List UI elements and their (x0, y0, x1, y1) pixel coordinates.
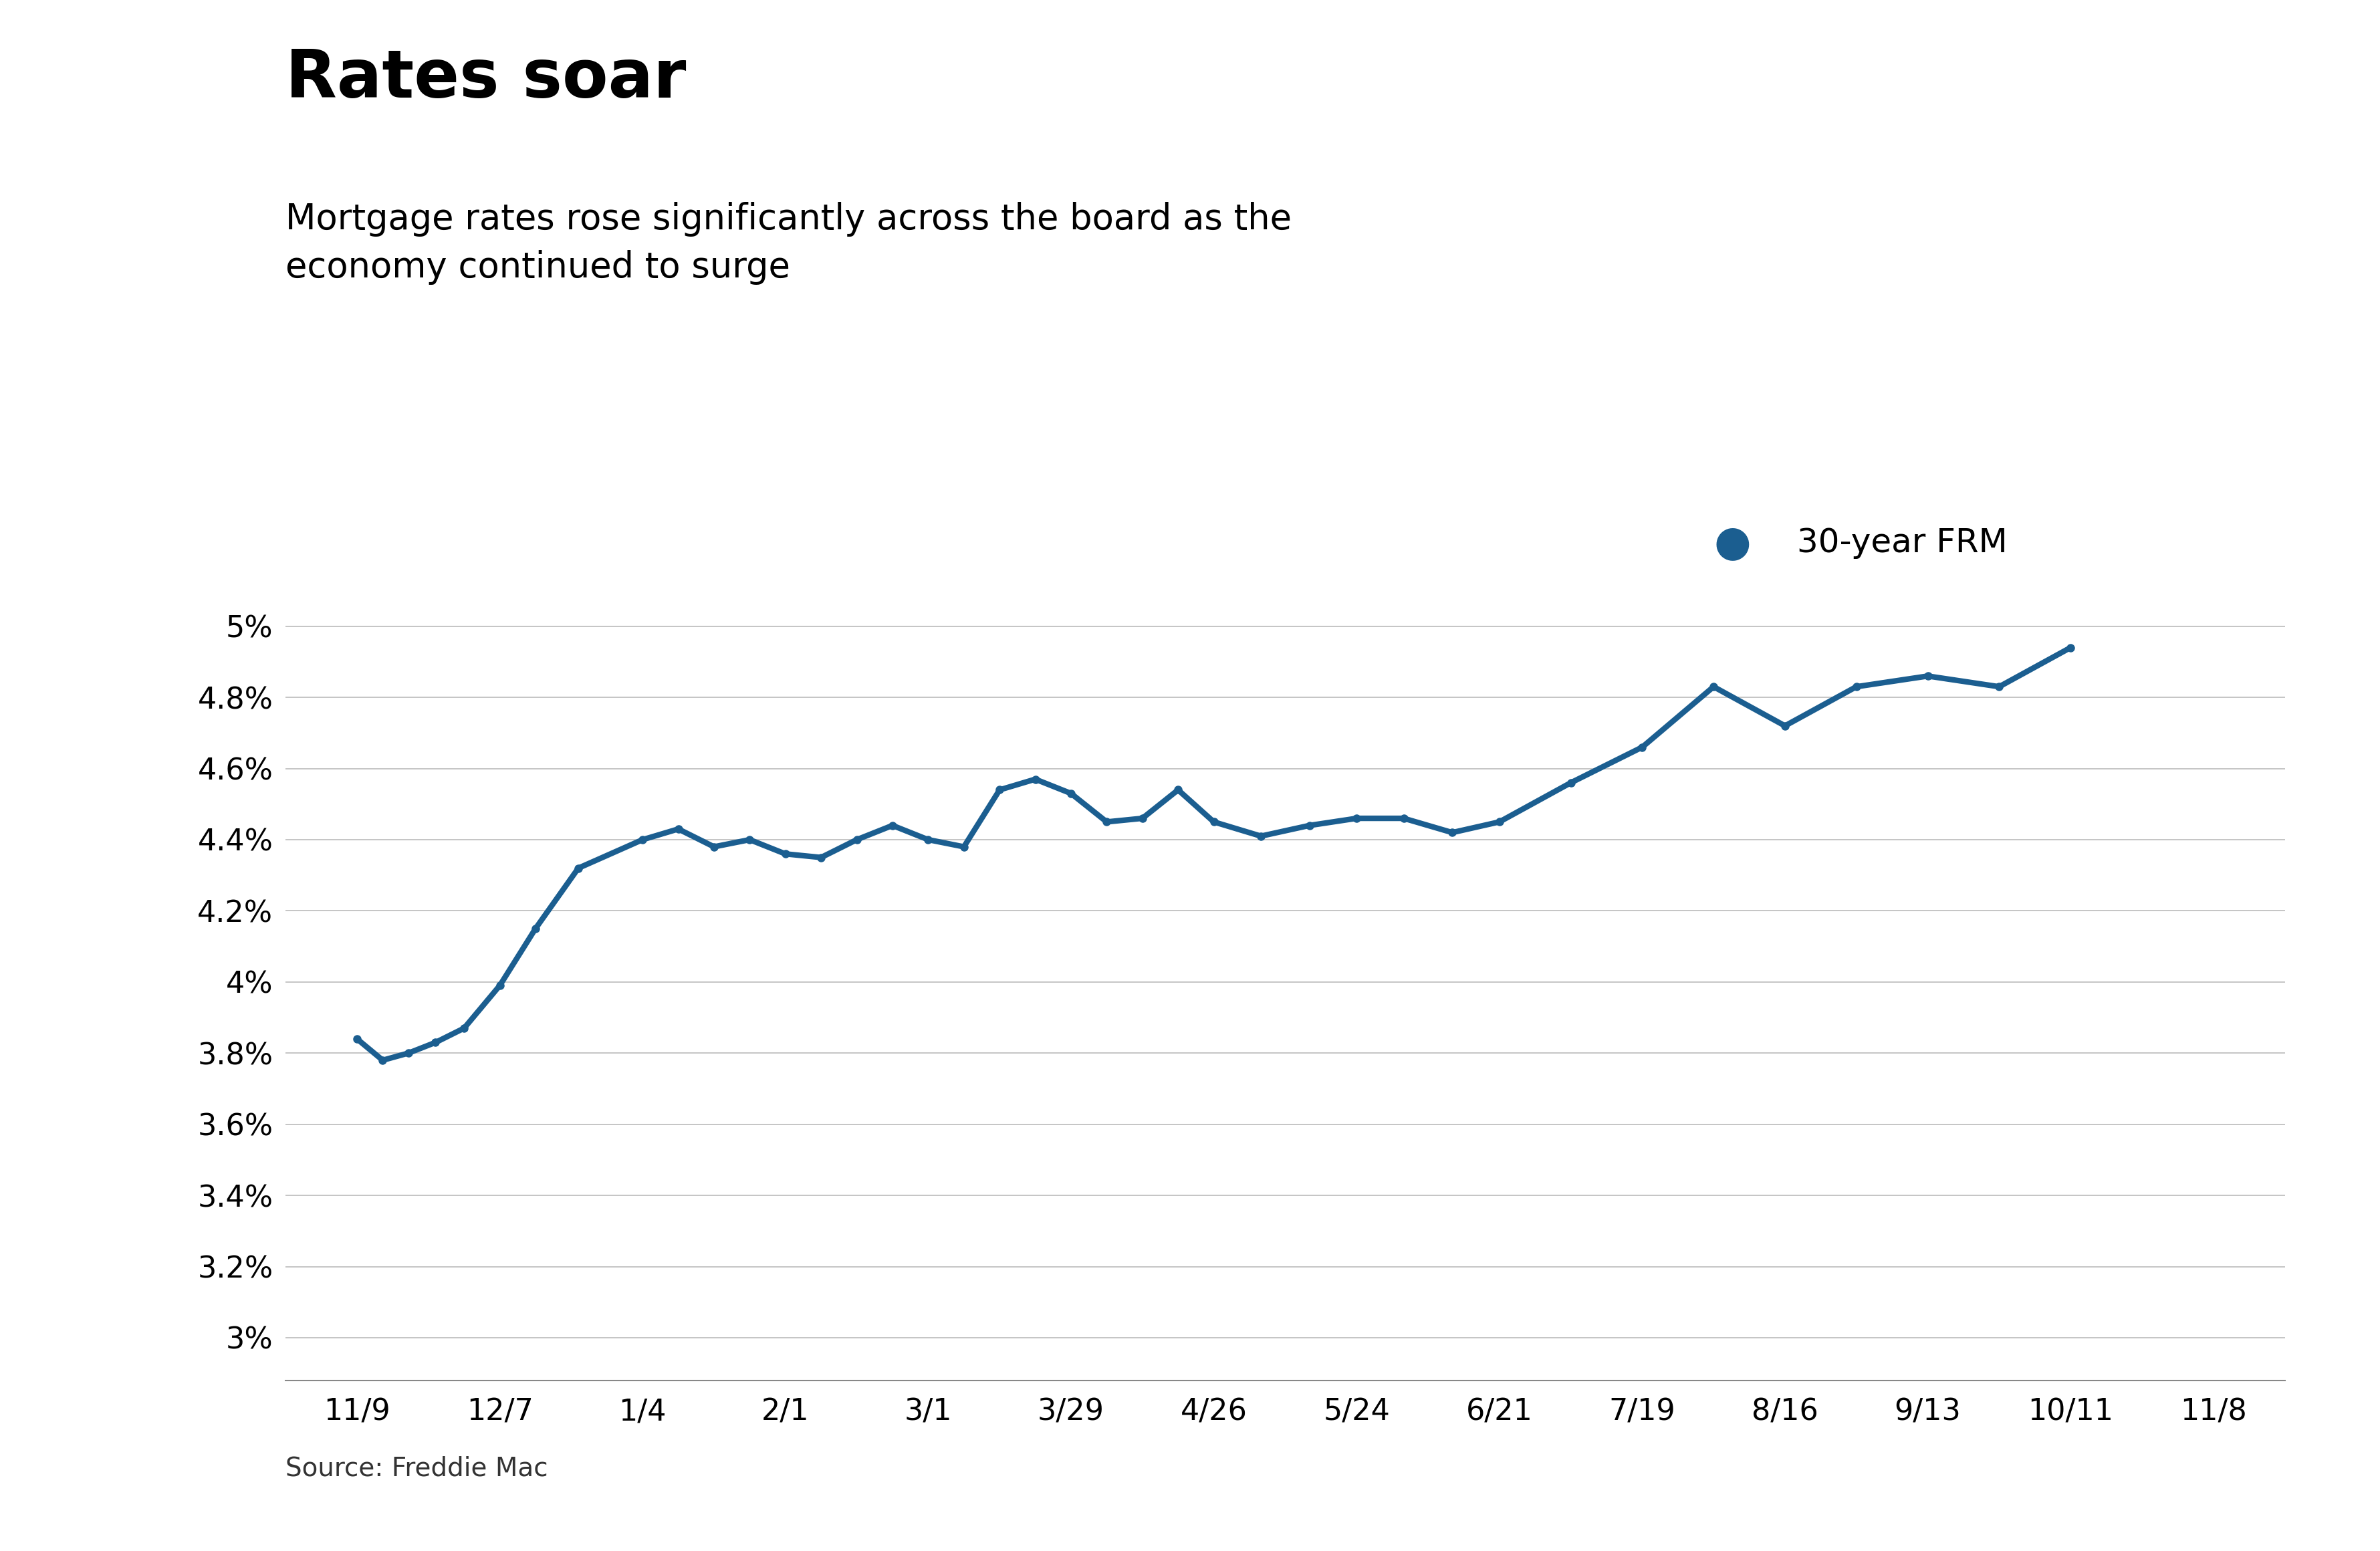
Text: Mortgage rates rose significantly across the board as the
economy continued to s: Mortgage rates rose significantly across… (286, 202, 1292, 285)
Text: ●: ● (1714, 523, 1752, 563)
Text: Source: Freddie Mac: Source: Freddie Mac (286, 1456, 547, 1481)
Text: 30-year FRM: 30-year FRM (1797, 527, 2006, 558)
Text: Rates soar: Rates soar (286, 47, 685, 112)
